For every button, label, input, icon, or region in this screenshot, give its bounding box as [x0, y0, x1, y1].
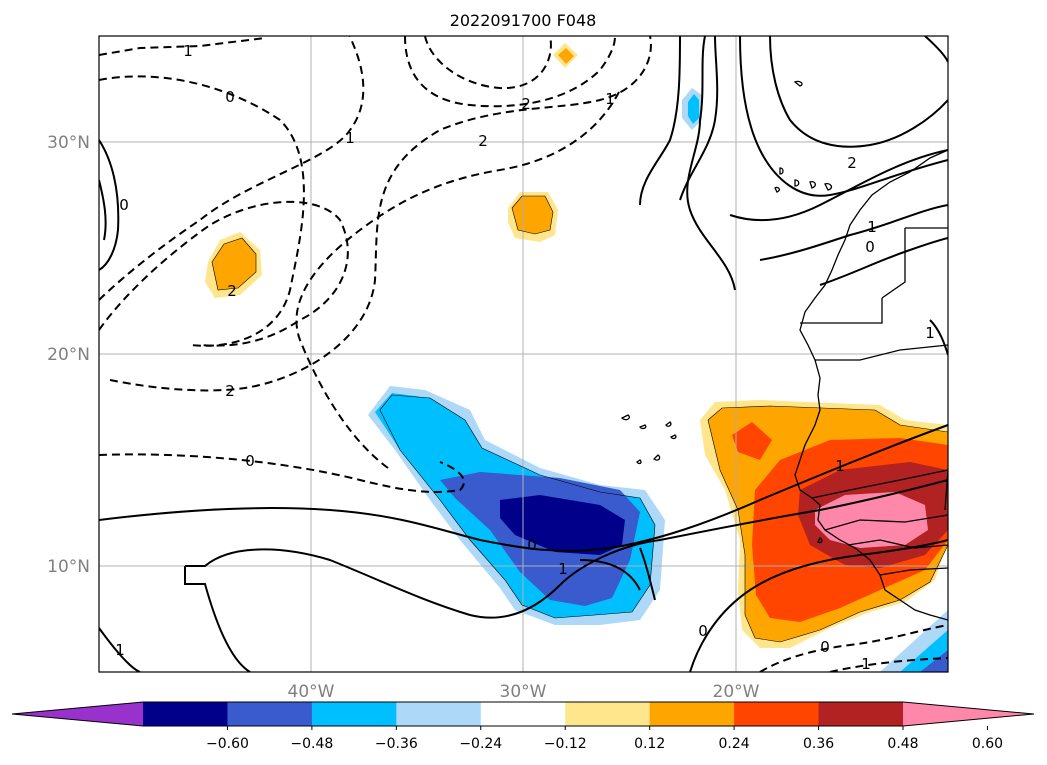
lat-tick-label: 10°N	[47, 557, 90, 577]
contour-label: 0	[119, 196, 129, 214]
colorbar-outline	[11, 701, 1035, 727]
contour-label: 2	[478, 132, 488, 150]
contour-label: 0	[865, 238, 875, 256]
positive-contours	[99, 36, 948, 672]
negative-contours	[99, 36, 948, 672]
positive-anomaly-region	[205, 43, 948, 648]
contour-label: 1	[115, 641, 125, 659]
colorbar-tick-label: 0.24	[719, 736, 750, 752]
contour-label: 0	[820, 638, 830, 656]
colorbar-segment	[818, 702, 904, 726]
contour-label: 1	[345, 129, 355, 147]
contour-label: 0	[225, 88, 235, 106]
colorbar-segment	[649, 702, 735, 726]
map-title: 2022091700 F048	[450, 11, 597, 30]
colorbar-segment	[734, 702, 820, 726]
contour-label: 0	[527, 536, 537, 554]
negative-anomaly-region	[368, 88, 948, 672]
contour-label: 2	[521, 95, 531, 113]
contour-label: 2	[227, 282, 237, 300]
lon-tick-label: 40°W	[288, 682, 335, 702]
colorbar-segment	[480, 702, 566, 726]
colorbar-tick-label: −0.36	[375, 736, 418, 752]
lat-tick-label: 30°N	[47, 133, 90, 153]
contour-label: 1	[835, 457, 845, 475]
colorbar-segment	[143, 702, 228, 726]
colorbar-segment	[311, 702, 397, 726]
colorbar-tick-label: −0.48	[290, 736, 333, 752]
colorbar-tick-label: −0.24	[459, 736, 502, 752]
colorbar	[11, 701, 1035, 730]
map-area: 1 0 2 2 1 2 1 0 2 2 0 1 0 1 0 0 1 1 0 1 …	[99, 36, 948, 673]
longitude-labels: 40°W 30°W 20°W	[288, 682, 760, 702]
colorbar-segment	[565, 702, 651, 726]
colorbar-segment	[396, 702, 482, 726]
colorbar-extend-min	[12, 702, 143, 726]
contour-label: 1	[861, 655, 871, 673]
contour-label: 1	[183, 42, 193, 60]
map-frame	[98, 35, 949, 673]
colorbar-tick-label: 0.48	[887, 736, 918, 752]
coastlines	[620, 80, 948, 621]
colorbar-segment	[227, 702, 313, 726]
contour-label: 1	[925, 324, 935, 342]
contour-labels: 1 0 2 2 1 2 1 0 2 2 0 1 0 1 0 0 1 1 0 1 …	[115, 42, 935, 673]
lon-tick-label: 30°W	[500, 682, 547, 702]
contour-label: 1	[867, 218, 877, 236]
contour-label: 0	[698, 622, 708, 640]
contour-label: 1	[558, 560, 568, 578]
colorbar-extend-max	[903, 702, 1034, 726]
lon-tick-label: 20°W	[713, 682, 760, 702]
latitude-labels: 30°N 20°N 10°N	[47, 133, 90, 577]
colorbar-tick-label: 0.36	[803, 736, 834, 752]
lat-tick-label: 20°N	[47, 345, 90, 365]
colorbar-tick-label: 0.12	[634, 736, 665, 752]
colorbar-tick-labels: −0.60 −0.48 −0.36 −0.24 −0.12 0.12 0.24 0.36 0.4…	[206, 736, 1003, 752]
colorbar-tick-label: −0.12	[544, 736, 587, 752]
contour-label: 2	[225, 382, 235, 400]
contour-label: 2	[847, 154, 857, 172]
shading-outline	[211, 195, 948, 643]
colorbar-tick-label: 0.60	[972, 736, 1003, 752]
contour-label: 0	[245, 452, 255, 470]
contour-label: 1	[605, 90, 615, 108]
colorbar-tick-label: −0.60	[206, 736, 249, 752]
